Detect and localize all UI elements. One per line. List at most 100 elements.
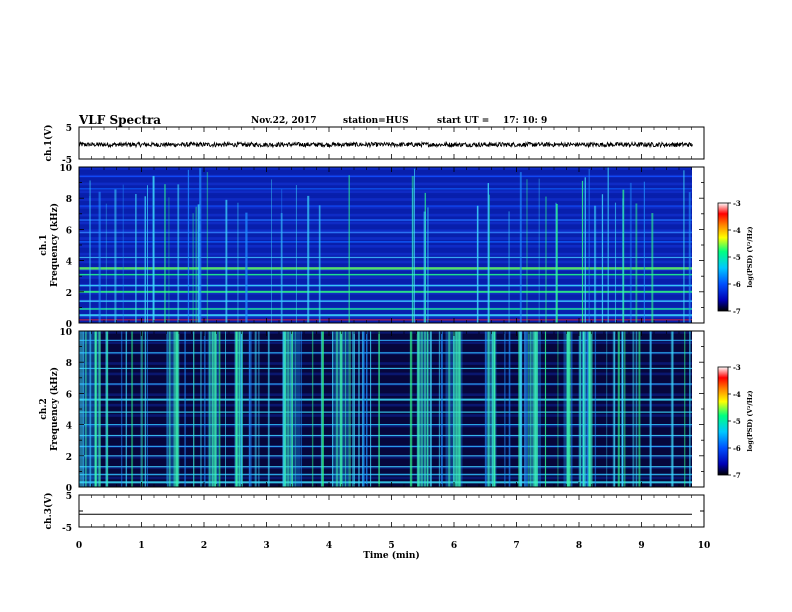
ch2-spectrogram-noise-row <box>79 357 692 360</box>
ch1-spectrogram-burst <box>607 167 609 323</box>
ch1-spectrogram-colorbar-tick-label: -3 <box>733 199 741 208</box>
ch1-spectrogram-burst <box>526 179 528 323</box>
start-label: start UT = <box>437 116 490 126</box>
x-tick-label: 2 <box>201 541 207 551</box>
ch2-spectrogram-broadband-line <box>235 331 237 487</box>
ch1-spectrogram-band <box>79 205 692 207</box>
ch1-spectrogram-burst <box>98 191 101 323</box>
ch2-spectrogram-colorbar-tick-label: -5 <box>733 417 741 426</box>
ch1-spectrogram-noise-row <box>79 317 692 321</box>
ch2-spectrogram-burst <box>131 331 134 487</box>
ch2-spectrogram-noise-row <box>79 346 692 350</box>
ch2-spectrogram-noise-row <box>79 354 692 358</box>
ch2-spectrogram-burst <box>508 331 511 487</box>
ch2-spectrogram-noise-row <box>79 393 692 397</box>
ch2-spectrogram-colorbar-label: log(PSD) (V²/Hz) <box>746 390 754 451</box>
ch2-spectrogram-band <box>79 434 692 437</box>
ch2-spectrogram-noise-row <box>79 471 692 475</box>
ch1-spectrogram-burst <box>280 213 283 323</box>
ch2-spectrogram-broadband-line <box>536 331 538 487</box>
ch2-spectrogram-noise-row <box>79 450 692 454</box>
ch1-spectrogram-burst <box>476 205 479 323</box>
ch1-spectrogram-burst <box>643 181 645 323</box>
ch1-spectrogram-noise-row <box>79 203 692 207</box>
ch2-spectrogram-noise-row <box>79 484 692 488</box>
ch2-spectrogram-broadband-line <box>530 331 532 487</box>
ch2-spectrogram-burst <box>429 331 432 487</box>
ch1-spectrogram-burst <box>348 175 350 323</box>
ch2-spectrogram-burst <box>240 331 243 487</box>
ch2-spectrogram-burst <box>254 331 257 487</box>
ch2-spectrogram-broadband-line <box>212 331 215 487</box>
ch2-spectrogram-broadband-line <box>284 331 287 487</box>
ch2-spectrogram-burst <box>638 331 641 487</box>
ch2-spectrogram-broadband-line <box>567 331 569 487</box>
ch1-spectrogram-noise-row <box>79 247 692 251</box>
ch1-spectrogram-noise-row <box>79 291 692 295</box>
ch2-spectrogram-broadband-line <box>493 331 495 487</box>
ch2-spectrogram-burst <box>410 331 413 487</box>
ch2-spectrogram-burst <box>125 331 128 487</box>
ch2-spectrogram-noise-row <box>79 333 692 337</box>
ch2-spectrogram-noise-row <box>79 416 692 420</box>
ch1-spectrogram-ytick-label: 0 <box>66 320 72 330</box>
ch2-spectrogram-noise-row <box>79 479 692 483</box>
ch2-spectrogram-burst <box>585 331 586 487</box>
ch2-spectrogram-band <box>79 481 692 484</box>
ch2-spectrogram-broadband-line <box>591 331 593 487</box>
x-tick-label: 5 <box>388 541 394 551</box>
ch1-spectrogram-noise-row <box>79 278 692 282</box>
ch2-spectrogram-broadband-line <box>569 331 571 487</box>
ch2-spectrogram-ylabel-frequency: Frequency (kHz) <box>49 367 60 451</box>
ch2-spectrogram-band <box>79 473 692 476</box>
ch1-spectrogram-noise-row <box>79 252 692 256</box>
ch2-spectrogram-broadband-line <box>491 331 493 487</box>
ch1-ylabel: ch.1(V) <box>43 125 54 162</box>
ch2-spectrogram-burst <box>300 331 303 487</box>
ch2-spectrogram-noise-row <box>79 377 692 381</box>
x-tick-label: 10 <box>698 541 711 551</box>
ch1-spectrogram-band <box>79 219 692 221</box>
ch1-spectrogram-band <box>79 284 692 287</box>
x-tick-label: 8 <box>576 541 582 551</box>
ch2-spectrogram-burst <box>484 331 487 487</box>
ch2-spectrogram-burst <box>606 331 608 487</box>
ch1-spectrogram-ylabel-channel: ch.1 <box>39 234 49 255</box>
ch1-spectrogram-noise-row <box>79 208 692 212</box>
ch2-spectrogram-burst <box>353 331 355 487</box>
ch2-spectrogram-broadband-line <box>452 331 455 487</box>
ch1-spectrogram-colorbar-tick-label: -6 <box>733 280 741 289</box>
ch1-spectrogram-ytick-label: 6 <box>66 226 72 236</box>
ch2-spectrogram-ytick-label: 8 <box>66 359 72 369</box>
ch1-spectrogram-noise-row <box>79 216 692 220</box>
ch2-spectrogram-noise-row <box>79 476 692 480</box>
ch1-spectrogram-burst <box>622 189 625 323</box>
ch2-spectrogram-burst <box>528 331 529 487</box>
ch2-spectrogram-burst <box>203 331 206 487</box>
ch1-spectrogram-burst <box>197 204 200 323</box>
ch2-spectrogram-burst <box>250 331 252 487</box>
ch2-spectrogram-noise-row <box>79 427 692 431</box>
ch1-spectrogram-burst <box>487 183 490 323</box>
x-tick-label: 1 <box>138 541 144 551</box>
ch2-spectrogram-burst <box>224 331 226 487</box>
ch2-spectrogram-burst <box>689 331 691 487</box>
ch2-spectrogram-burst <box>267 331 270 487</box>
ch1-spectrogram-burst <box>614 202 617 323</box>
ch1-spectrogram-noise-row <box>79 185 692 189</box>
ch2-spectrogram-burst <box>352 331 354 487</box>
ch1-waveform-line <box>78 140 693 149</box>
ch2-spectrogram-noise-row <box>79 463 692 467</box>
ch1-spectrogram-colorbar-tick-label: -7 <box>733 307 741 316</box>
ch1-spectrogram-burst <box>683 170 685 323</box>
ch1-spectrogram-burst <box>122 184 124 323</box>
ch1-spectrogram-burst <box>135 193 137 323</box>
ch2-spectrogram-burst <box>524 331 527 487</box>
ch2-spectrogram-burst <box>366 331 368 487</box>
ch2-spectrogram-noise-row <box>79 331 692 334</box>
ch2-spectrogram-colorbar-tick-label: -7 <box>733 471 741 480</box>
x-tick-label: 6 <box>451 541 457 551</box>
ch1-spectrogram-ytick-label: 10 <box>59 164 72 174</box>
ch2-spectrogram-noise-row <box>79 385 692 389</box>
ch2-spectrogram-broadband-line <box>341 331 343 487</box>
